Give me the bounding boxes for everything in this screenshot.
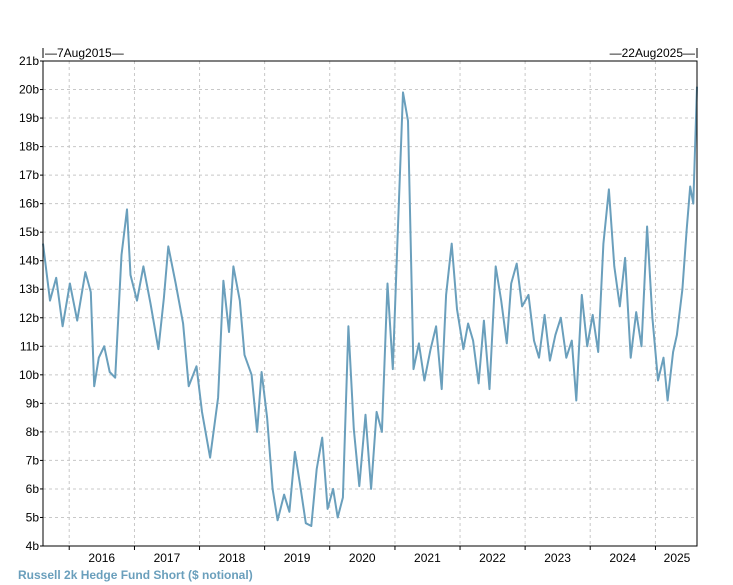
x-tick-label: 2017 [154, 551, 181, 565]
y-tick-label: 15b [19, 225, 39, 239]
y-tick-label: 4b [26, 539, 40, 553]
y-tick-label: 20b [19, 83, 39, 97]
y-tick-label: 6b [26, 482, 40, 496]
axis-ticks: 4b 5b 6b 7b 8b 9b 10b 11b 12b 13b 14b 15b 16b 17b 18b 1… [19, 54, 691, 565]
range-end-label: —22Aug2025— [610, 46, 695, 60]
y-tick-label: 12b [19, 311, 39, 325]
y-tick-label: 18b [19, 140, 39, 154]
y-tick-label: 14b [19, 254, 39, 268]
plot-area-frame [42, 60, 698, 547]
x-tick-label: 2016 [88, 551, 115, 565]
x-tick-label: 2021 [414, 551, 441, 565]
x-tick-label: 2018 [219, 551, 246, 565]
y-tick-label: 13b [19, 282, 39, 296]
x-tick-label: 2025 [664, 551, 691, 565]
y-tick-label: 11b [20, 339, 39, 353]
y-tick-label: 8b [26, 425, 40, 439]
range-start-label: —7Aug2015— [45, 46, 124, 60]
y-tick-label: 21b [19, 54, 39, 68]
x-tick-label: 2023 [544, 551, 571, 565]
x-tick-label: 2022 [479, 551, 506, 565]
y-tick-label: 16b [19, 197, 39, 211]
x-tick-label: 2024 [609, 551, 636, 565]
y-tick-label: 9b [26, 396, 40, 410]
y-tick-label: 7b [26, 453, 40, 467]
series-legend-label: Russell 2k Hedge Fund Short ($ notional) [18, 568, 253, 582]
y-tick-label: 17b [19, 168, 39, 182]
x-tick-label: 2019 [284, 551, 311, 565]
series-layer [42, 86, 698, 527]
series-line [42, 86, 698, 527]
y-tick-label: 5b [26, 510, 40, 524]
y-tick-label: 19b [19, 111, 39, 125]
date-range-bar: —7Aug2015— —22Aug2025— [42, 46, 698, 60]
y-tick-label: 10b [19, 368, 39, 382]
x-tick-label: 2020 [349, 551, 376, 565]
grid [43, 61, 697, 546]
